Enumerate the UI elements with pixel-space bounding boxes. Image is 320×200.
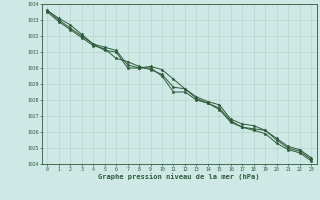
X-axis label: Graphe pression niveau de la mer (hPa): Graphe pression niveau de la mer (hPa) <box>99 173 260 180</box>
